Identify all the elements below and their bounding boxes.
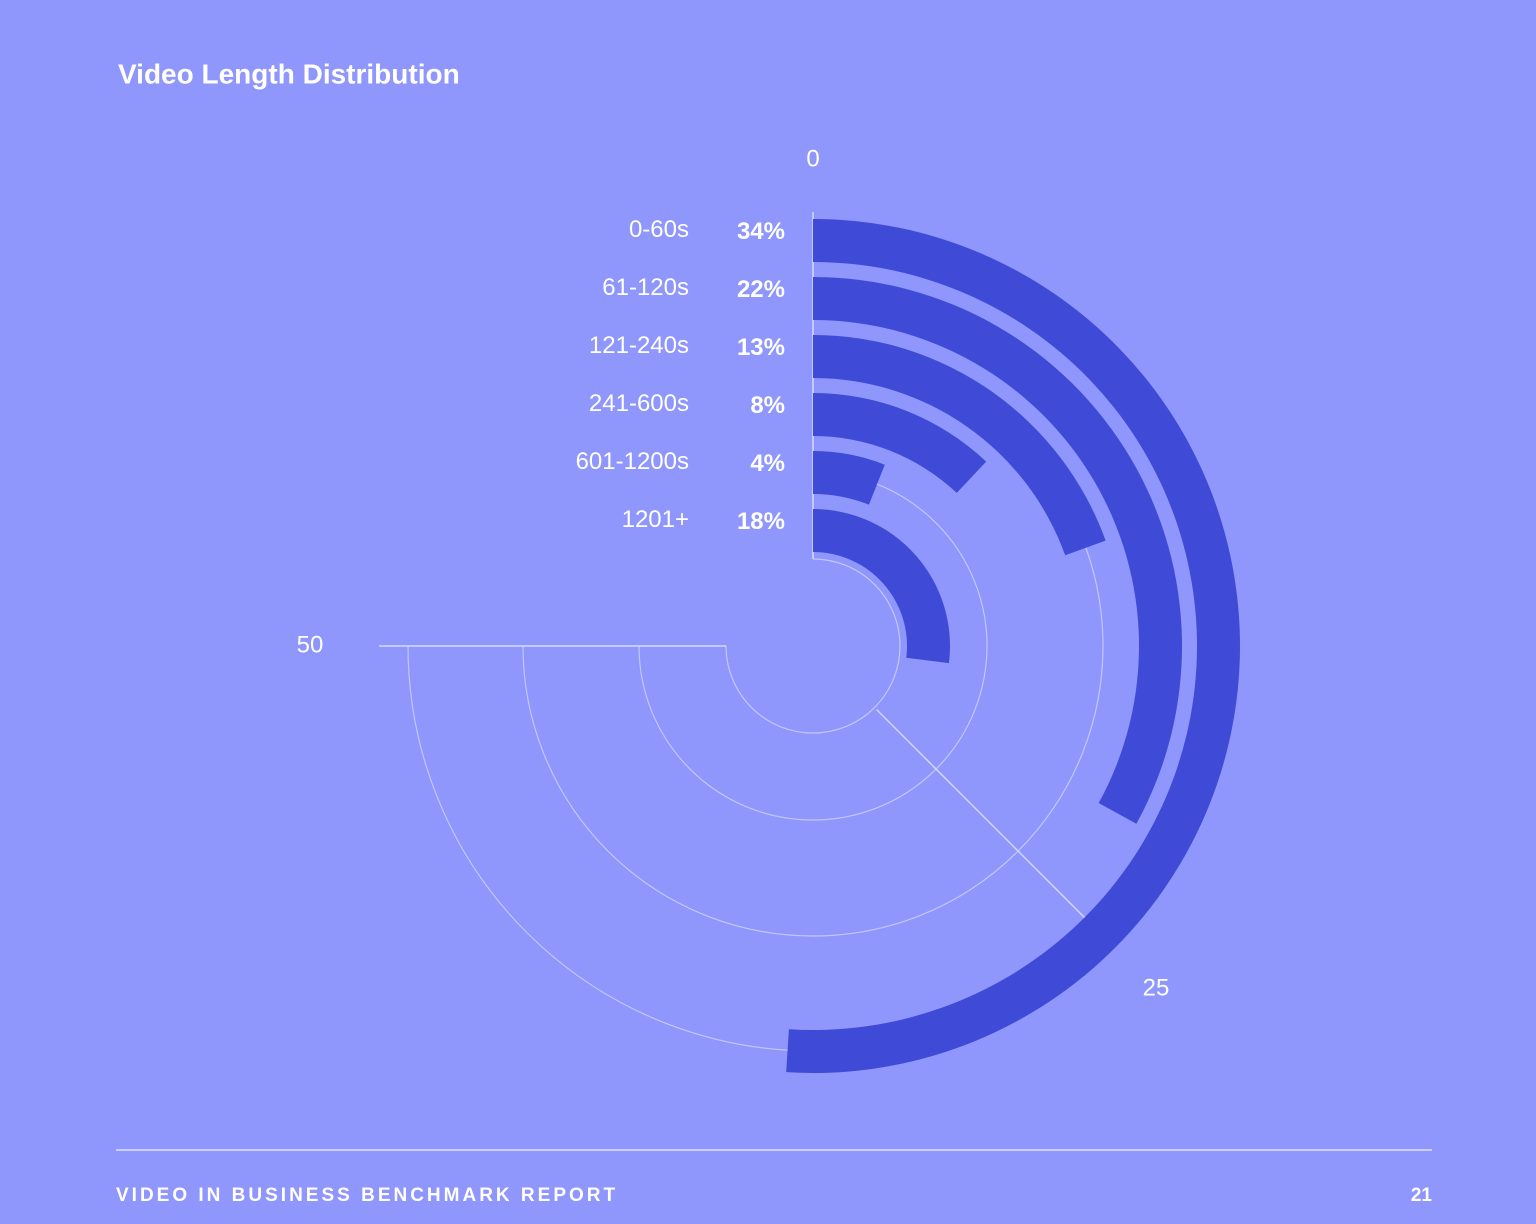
bar xyxy=(813,393,987,493)
bar xyxy=(813,335,1106,556)
page-number: 21 xyxy=(1411,1185,1433,1206)
category-label: 1201+ xyxy=(622,506,689,533)
theta-tick-label: 25 xyxy=(1143,974,1170,1001)
value-label: 4% xyxy=(750,450,785,477)
theta-tick-label: 50 xyxy=(297,631,324,658)
footer-title: VIDEO IN BUSINESS BENCHMARK REPORT xyxy=(116,1185,618,1206)
grid-arc xyxy=(725,558,901,734)
bar xyxy=(813,509,950,664)
value-label: 22% xyxy=(737,276,785,303)
value-label: 13% xyxy=(737,334,785,361)
category-label: 241-600s xyxy=(589,390,689,417)
tick-line xyxy=(876,709,1086,919)
value-label: 18% xyxy=(737,508,785,535)
category-label: 601-1200s xyxy=(576,448,689,475)
value-label: 34% xyxy=(737,218,785,245)
value-label: 8% xyxy=(750,392,785,419)
category-label: 61-120s xyxy=(602,274,689,301)
bar xyxy=(813,451,885,505)
category-label: 0-60s xyxy=(629,216,689,243)
chart-title: Video Length Distribution xyxy=(118,58,460,89)
theta-tick-label: 0 xyxy=(806,145,819,172)
category-label: 121-240s xyxy=(589,332,689,359)
bar xyxy=(813,277,1183,824)
plot: 0 25 50 0-60s 34% 61-120s 22% 121-240s 13% 241-60… xyxy=(297,145,1240,1073)
